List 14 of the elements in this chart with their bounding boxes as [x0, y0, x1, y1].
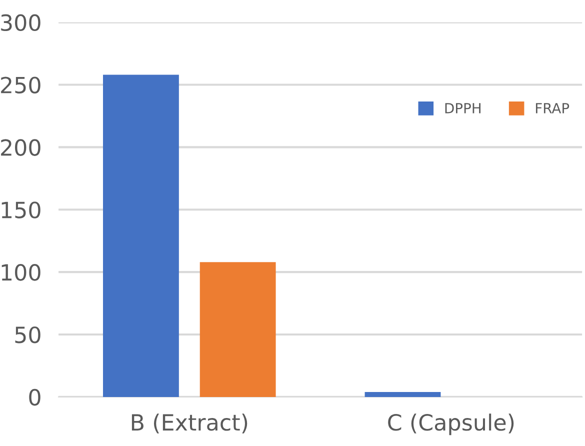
- legend-label: FRAP: [536, 103, 570, 114]
- y-tick-label: 200: [1, 139, 40, 156]
- legend-label: DPPH: [445, 103, 480, 114]
- y-tick-label: 250: [1, 76, 40, 94]
- bar: [103, 74, 179, 397]
- bar: [200, 262, 276, 397]
- x-tick-label: C (Capsule): [388, 414, 514, 436]
- bar: [364, 392, 441, 397]
- y-tick-label: 300: [1, 14, 40, 32]
- y-tick-label: 0: [29, 388, 40, 406]
- x-tick-label: B (Extract): [132, 414, 248, 434]
- y-tick-label: 50: [15, 326, 40, 344]
- y-tick-label: 100: [2, 264, 40, 281]
- y-tick-label: 150: [2, 202, 40, 218]
